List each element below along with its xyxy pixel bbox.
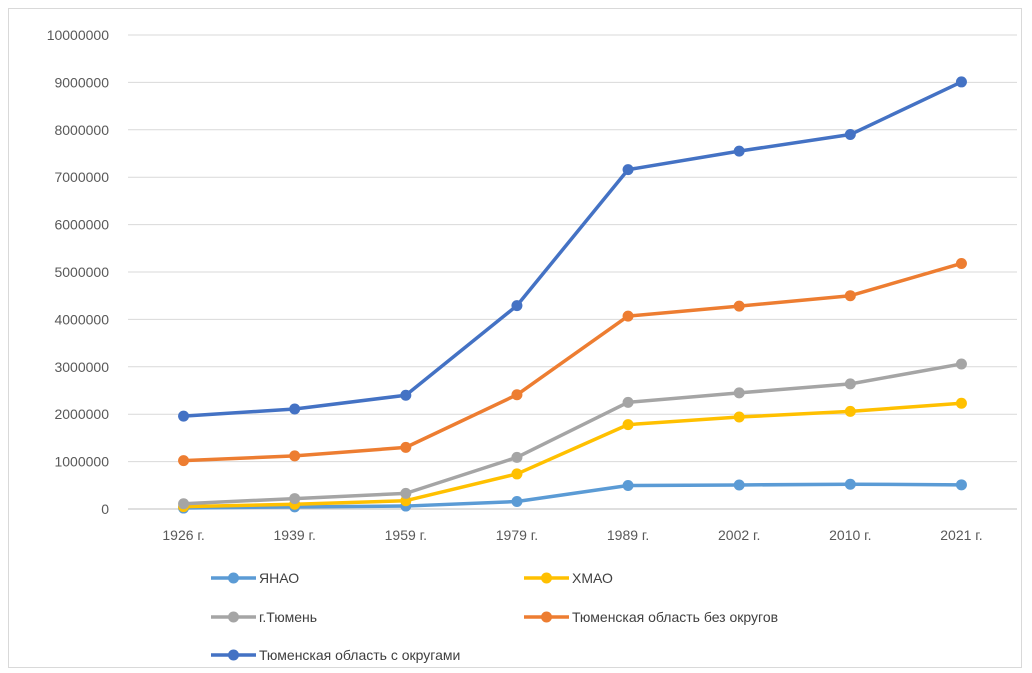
legend-marker: [228, 650, 239, 661]
legend-marker: [541, 573, 552, 584]
x-tick-label: 2010 г.: [829, 527, 871, 543]
series-group: [178, 76, 967, 421]
data-point: [845, 406, 856, 417]
x-axis: 1926 г. 1939 г. 1959 г. 1979 г. 1989 г. 2002 …: [162, 527, 982, 543]
series-line: [184, 82, 962, 416]
data-point: [511, 389, 522, 400]
x-tick-label: 1989 г.: [607, 527, 649, 543]
data-point: [956, 358, 967, 369]
data-point: [289, 493, 300, 504]
data-point: [845, 378, 856, 389]
data-point: [400, 390, 411, 401]
legend-item: Тюменская область с округами: [211, 647, 460, 663]
gridlines: [128, 35, 1017, 509]
y-axis: 0 1000000 2000000 3000000 4000000 5000000 6000…: [47, 27, 110, 517]
legend-marker: [228, 573, 239, 584]
legend-marker: [541, 612, 552, 623]
y-tick-label: 5000000: [54, 264, 109, 280]
data-point: [623, 311, 634, 322]
x-tick-label: 1926 г.: [162, 527, 204, 543]
data-point: [734, 479, 745, 490]
data-point: [623, 419, 634, 430]
x-tick-label: 1959 г.: [385, 527, 427, 543]
data-point: [178, 411, 189, 422]
y-tick-label: 7000000: [54, 169, 109, 185]
legend-label: ЯНАО: [259, 570, 299, 586]
data-point: [734, 146, 745, 157]
y-tick-label: 8000000: [54, 122, 109, 138]
data-point: [623, 164, 634, 175]
y-tick-label: 1000000: [54, 454, 109, 470]
legend-item: ЯНАО: [211, 570, 299, 586]
data-point: [845, 290, 856, 301]
data-point: [956, 76, 967, 87]
y-tick-label: 3000000: [54, 359, 109, 375]
data-point: [845, 129, 856, 140]
legend-marker: [228, 612, 239, 623]
y-tick-label: 10000000: [47, 27, 110, 43]
legend-label: Тюменская область с округами: [259, 647, 460, 663]
data-point: [956, 398, 967, 409]
data-point: [623, 480, 634, 491]
legend-item: г.Тюмень: [211, 609, 317, 625]
data-point: [511, 452, 522, 463]
data-point: [511, 468, 522, 479]
x-tick-label: 2021 г.: [940, 527, 982, 543]
data-point: [845, 479, 856, 490]
data-point: [178, 455, 189, 466]
y-tick-label: 9000000: [54, 74, 109, 90]
data-point: [289, 403, 300, 414]
data-point: [734, 387, 745, 398]
data-point: [511, 496, 522, 507]
legend-item: Тюменская область без округов: [524, 609, 778, 625]
y-tick-label: 4000000: [54, 311, 109, 327]
legend-item: ХМАО: [524, 570, 613, 586]
series-group: [178, 258, 967, 466]
data-point: [511, 300, 522, 311]
legend-label: ХМАО: [572, 570, 613, 586]
y-tick-label: 2000000: [54, 406, 109, 422]
x-tick-label: 1979 г.: [496, 527, 538, 543]
series-lines: [178, 76, 967, 513]
y-tick-label: 6000000: [54, 217, 109, 233]
data-point: [734, 412, 745, 423]
x-tick-label: 1939 г.: [274, 527, 316, 543]
data-point: [734, 301, 745, 312]
x-tick-label: 2002 г.: [718, 527, 760, 543]
data-point: [178, 498, 189, 509]
legend: ЯНАО ХМАО г.Тюмень Тюменская область без ок…: [211, 570, 778, 663]
data-point: [956, 258, 967, 269]
data-point: [289, 450, 300, 461]
data-point: [400, 488, 411, 499]
y-tick-label: 0: [101, 501, 109, 517]
data-point: [623, 397, 634, 408]
legend-label: Тюменская область без округов: [572, 609, 778, 625]
data-point: [956, 479, 967, 490]
legend-label: г.Тюмень: [259, 609, 317, 625]
data-point: [400, 442, 411, 453]
